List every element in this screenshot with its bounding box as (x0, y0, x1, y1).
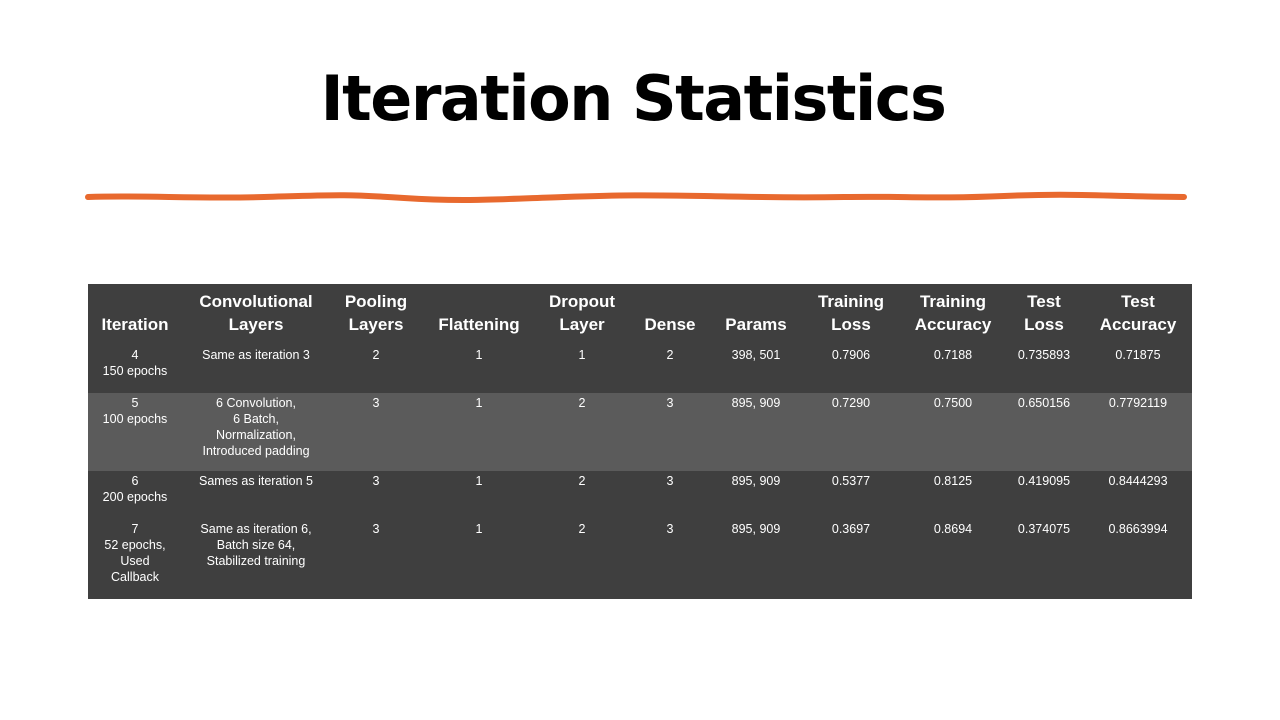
cell-training-loss: 0.7906 (800, 345, 902, 393)
cell-flattening: 1 (422, 345, 536, 393)
cell-pooling: 2 (330, 345, 422, 393)
header-dense: Dense (628, 284, 712, 345)
cell-iteration: 7 52 epochs, Used Callback (88, 519, 182, 599)
header-convolutional-layers: Convolutional Layers (182, 284, 330, 345)
cell-training-loss: 0.3697 (800, 519, 902, 599)
cell-flattening: 1 (422, 393, 536, 471)
header-training-loss: Training Loss (800, 284, 902, 345)
cell-test-accuracy: 0.8663994 (1084, 519, 1192, 599)
cell-pooling: 3 (330, 519, 422, 599)
cell-params: 895, 909 (712, 519, 800, 599)
header-iteration: Iteration (88, 284, 182, 345)
table-row: 4 150 epochs Same as iteration 3 2 1 1 2… (88, 345, 1192, 393)
cell-test-loss: 0.374075 (1004, 519, 1084, 599)
cell-test-accuracy: 0.71875 (1084, 345, 1192, 393)
table-row: 5 100 epochs 6 Convolution, 6 Batch, Nor… (88, 393, 1192, 471)
cell-training-loss: 0.7290 (800, 393, 902, 471)
cell-test-loss: 0.735893 (1004, 345, 1084, 393)
cell-dropout: 2 (536, 471, 628, 519)
cell-pooling: 3 (330, 471, 422, 519)
table-header-row: Iteration Convolutional Layers Pooling L… (88, 284, 1192, 345)
cell-training-accuracy: 0.7500 (902, 393, 1004, 471)
header-params: Params (712, 284, 800, 345)
cell-conv-layers: Same as iteration 3 (182, 345, 330, 393)
cell-dropout: 1 (536, 345, 628, 393)
table-row: 6 200 epochs Sames as iteration 5 3 1 2 … (88, 471, 1192, 519)
iteration-stats-table: Iteration Convolutional Layers Pooling L… (88, 284, 1192, 599)
cell-training-accuracy: 0.7188 (902, 345, 1004, 393)
cell-flattening: 1 (422, 471, 536, 519)
cell-test-accuracy: 0.8444293 (1084, 471, 1192, 519)
slide-title: Iteration Statistics (320, 62, 947, 135)
cell-training-accuracy: 0.8694 (902, 519, 1004, 599)
cell-pooling: 3 (330, 393, 422, 471)
header-pooling-layers: Pooling Layers (330, 284, 422, 345)
header-dropout-layer: Dropout Layer (536, 284, 628, 345)
cell-iteration: 6 200 epochs (88, 471, 182, 519)
cell-dense: 3 (628, 471, 712, 519)
cell-training-loss: 0.5377 (800, 471, 902, 519)
cell-test-loss: 0.419095 (1004, 471, 1084, 519)
title-divider (85, 191, 1187, 203)
table-row: 7 52 epochs, Used Callback Same as itera… (88, 519, 1192, 599)
cell-test-loss: 0.650156 (1004, 393, 1084, 471)
cell-dense: 2 (628, 345, 712, 393)
cell-dense: 3 (628, 519, 712, 599)
cell-test-accuracy: 0.7792119 (1084, 393, 1192, 471)
header-test-accuracy: Test Accuracy (1084, 284, 1192, 345)
cell-params: 895, 909 (712, 471, 800, 519)
header-flattening: Flattening (422, 284, 536, 345)
cell-flattening: 1 (422, 519, 536, 599)
cell-dropout: 2 (536, 519, 628, 599)
cell-conv-layers: 6 Convolution, 6 Batch, Normalization, I… (182, 393, 330, 471)
cell-iteration: 5 100 epochs (88, 393, 182, 471)
header-test-loss: Test Loss (1004, 284, 1084, 345)
cell-conv-layers: Sames as iteration 5 (182, 471, 330, 519)
cell-params: 398, 501 (712, 345, 800, 393)
cell-dropout: 2 (536, 393, 628, 471)
cell-iteration: 4 150 epochs (88, 345, 182, 393)
cell-conv-layers: Same as iteration 6, Batch size 64, Stab… (182, 519, 330, 599)
cell-dense: 3 (628, 393, 712, 471)
header-training-accuracy: Training Accuracy (902, 284, 1004, 345)
cell-training-accuracy: 0.8125 (902, 471, 1004, 519)
cell-params: 895, 909 (712, 393, 800, 471)
divider-stroke (85, 191, 1187, 203)
